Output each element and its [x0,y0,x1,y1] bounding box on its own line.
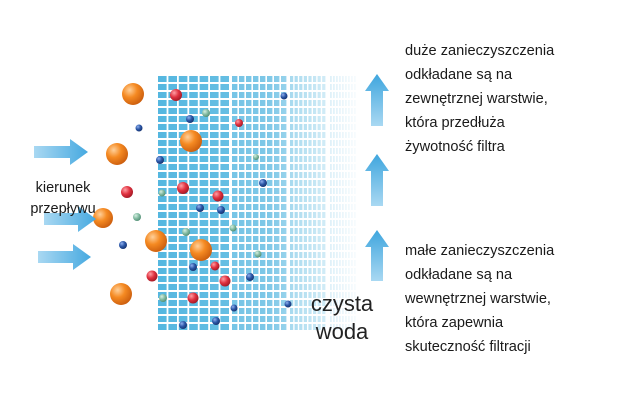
medium-particle [121,186,133,198]
small-particle [179,321,187,329]
outflow-arrows [365,74,389,281]
note-line: odkładane są na [405,67,513,83]
note-line: żywotność filtra [405,139,505,155]
large-particle [190,239,212,261]
clean-water-label: czysta woda [300,290,384,346]
tiny-particle [229,224,237,232]
medium-particle [146,270,158,282]
right-arrow-icon [44,206,96,232]
flow-label-line: kierunek [35,180,91,196]
right-arrow-icon [38,244,91,270]
small-particle [189,263,197,271]
small-particle [196,204,204,212]
small-particles-note: małe zanieczyszczenia odkładane są na we… [405,239,554,359]
small-particle [217,206,225,214]
tiny-particle [133,213,141,221]
clean-water-line: czysta [310,291,374,316]
tiny-particle [182,228,190,236]
large-particle [110,283,132,305]
up-arrow-icon [365,154,389,206]
note-line: wewnętrznej warstwie, [405,291,551,307]
medium-particle [170,89,182,101]
note-line: która przedłuża [405,115,505,131]
small-particle [156,156,164,164]
small-particle [186,115,194,123]
tiny-particle [254,250,262,258]
small-particle [284,300,292,308]
small-particle [212,317,220,325]
up-arrow-icon [365,74,389,126]
flow-direction-label: kierunek przepływu [4,178,122,220]
small-particle [119,241,127,249]
small-particle [230,304,238,312]
large-particle [145,230,167,252]
medium-particle [177,182,189,194]
medium-particle [235,119,243,127]
tiny-particle [253,154,259,160]
medium-particle [210,261,220,271]
small-particle [259,179,267,187]
contaminant-particles [93,83,292,329]
up-arrow-icon [365,230,389,281]
large-particle [106,143,128,165]
clean-water-line: woda [315,319,369,344]
medium-particle [187,292,199,304]
flow-label-line: przepływu [30,201,96,217]
small-particle [135,124,143,132]
note-line: zewnętrznej warstwie, [405,91,548,107]
medium-particle [212,190,224,202]
note-line: duże zanieczyszczenia [405,43,555,59]
medium-particle [219,275,231,287]
large-particle [93,208,113,228]
note-line: małe zanieczyszczenia [405,243,555,259]
note-line: odkładane są na [405,267,513,283]
small-particle [246,273,254,281]
right-arrow-icon [34,139,88,165]
large-particle [180,130,202,152]
large-particle [122,83,144,105]
note-line: skuteczność filtracji [405,339,531,355]
note-line: która zapewnia [405,315,504,331]
small-particle [280,92,288,100]
inflow-arrows [34,139,96,270]
tiny-particle [159,294,167,302]
tiny-particle [158,189,166,197]
large-particles-note: duże zanieczyszczenia odkładane są na ze… [405,39,554,159]
tiny-particle [202,109,210,117]
